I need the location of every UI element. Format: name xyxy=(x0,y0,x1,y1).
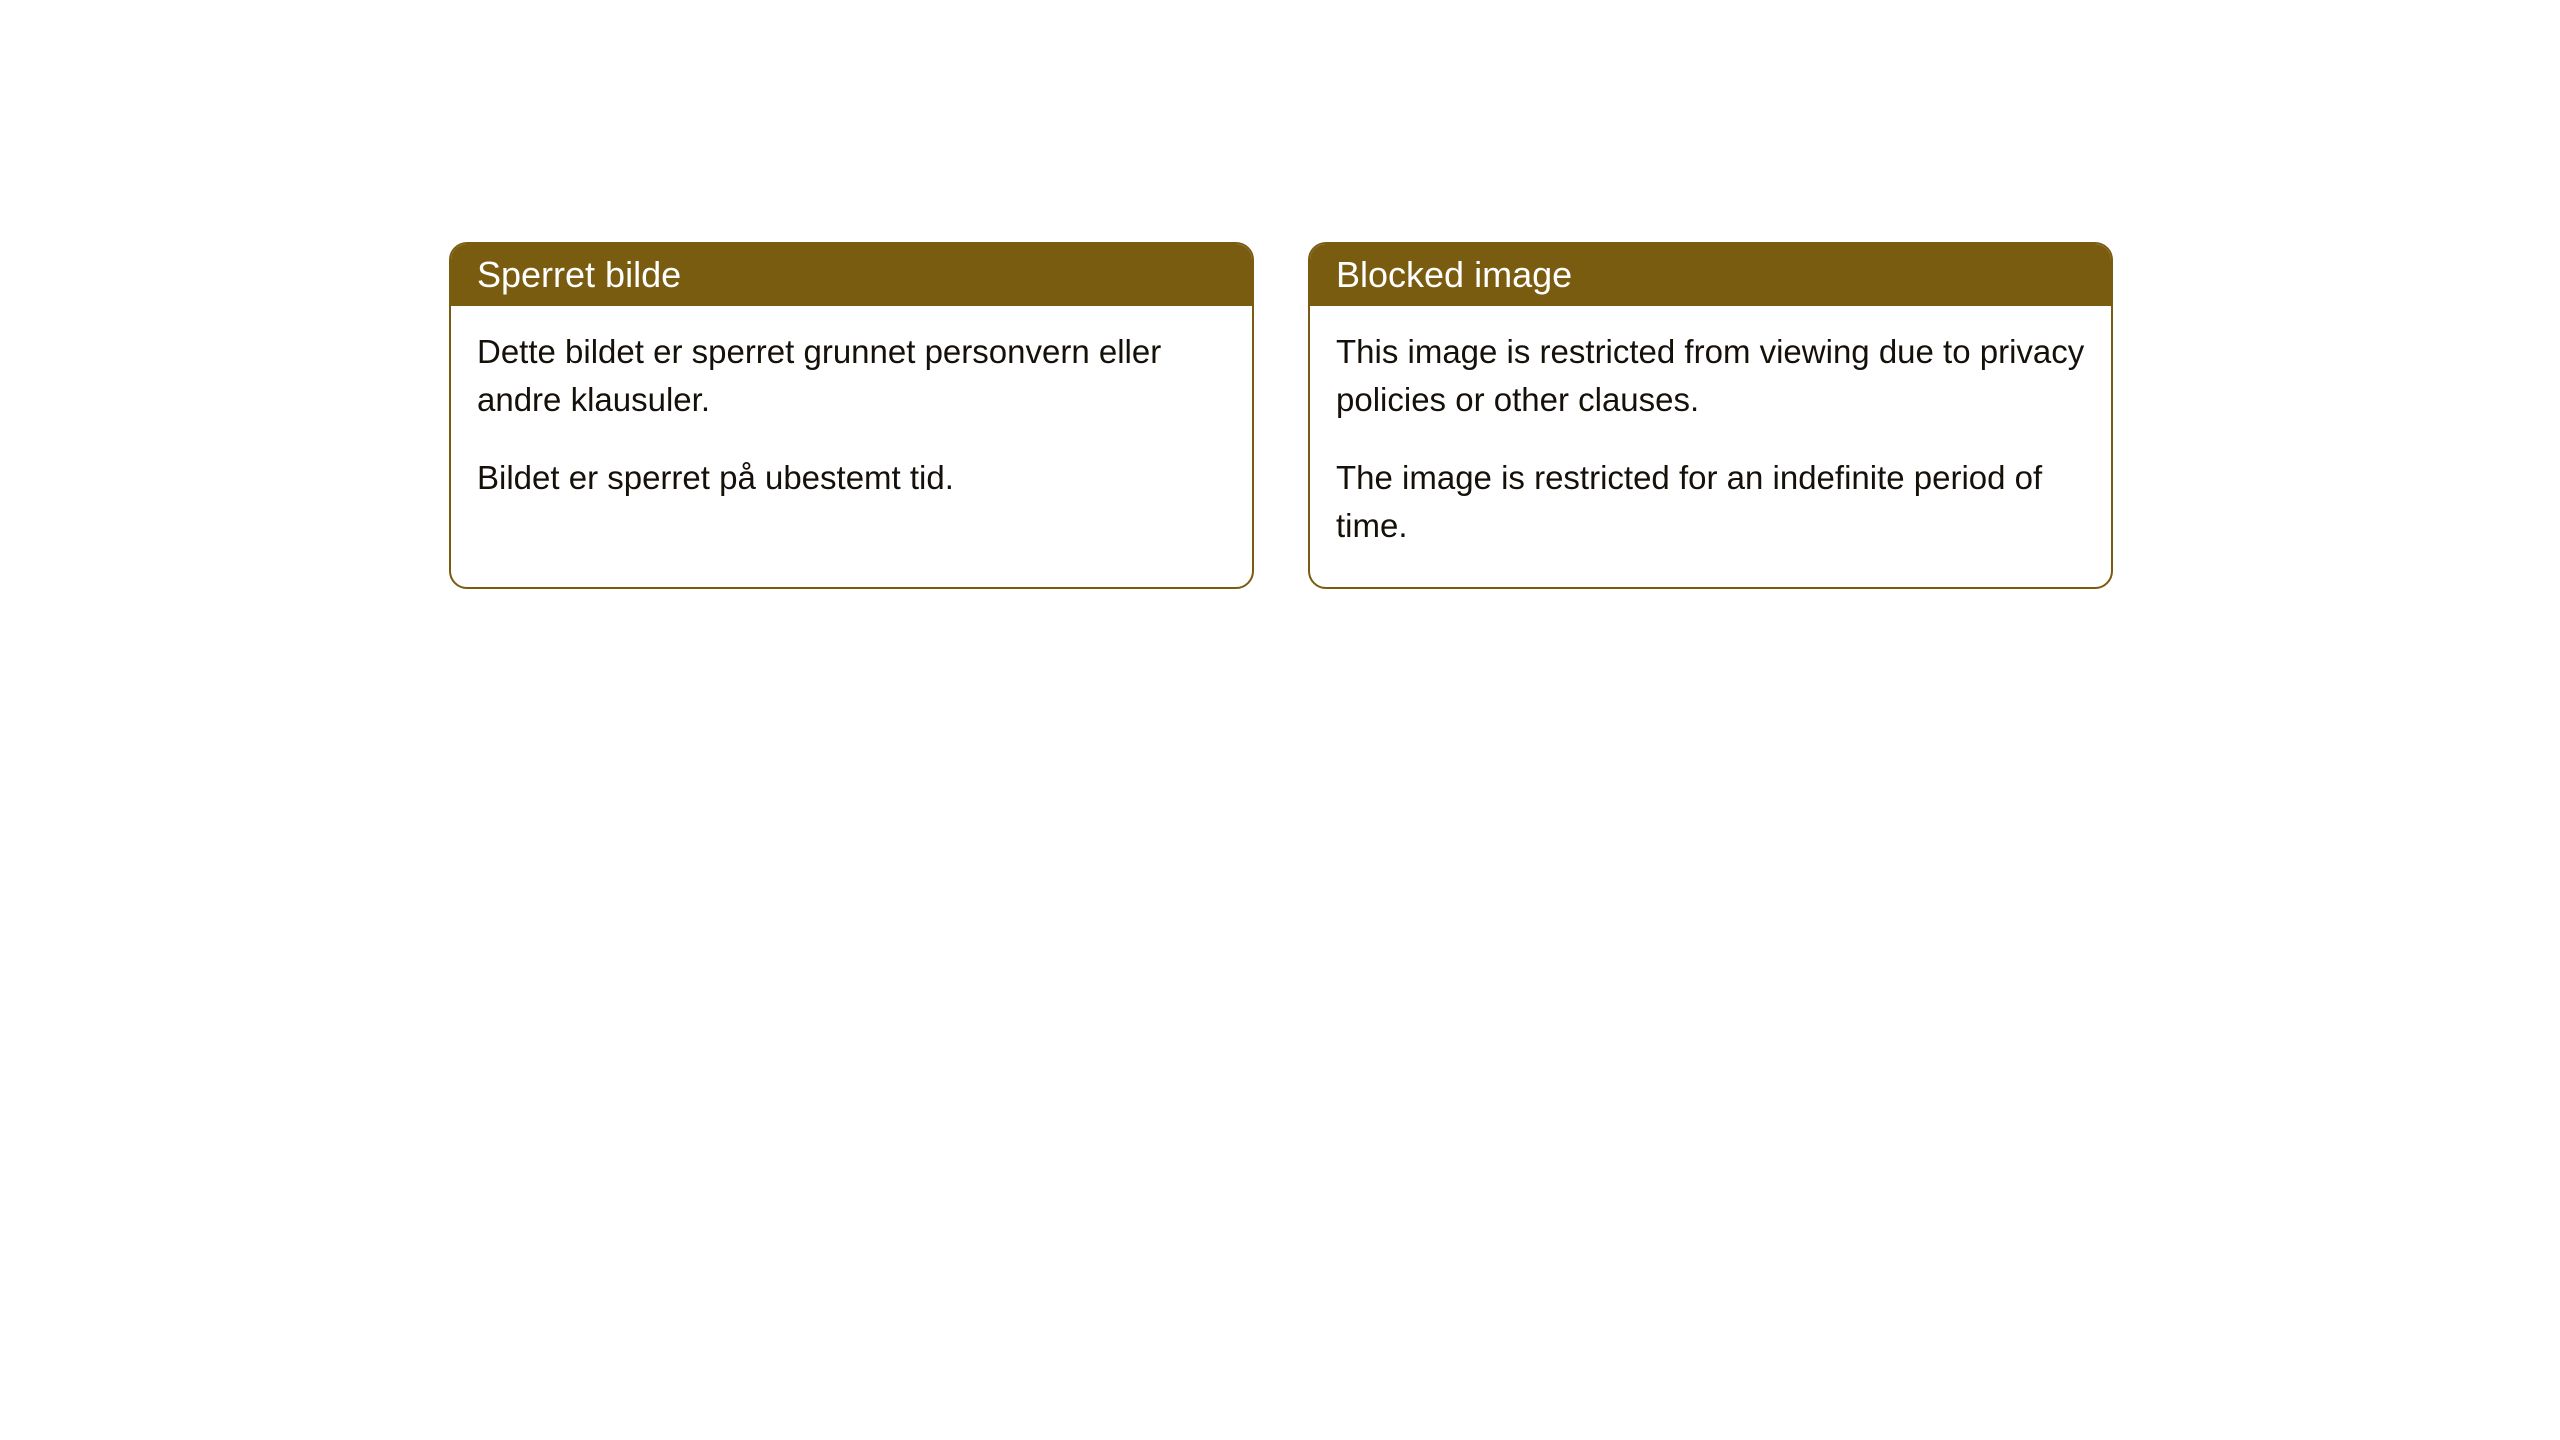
notice-header: Blocked image xyxy=(1310,244,2111,306)
notice-card-english: Blocked image This image is restricted f… xyxy=(1308,242,2113,589)
notice-card-norwegian: Sperret bilde Dette bildet er sperret gr… xyxy=(449,242,1254,589)
notice-title: Sperret bilde xyxy=(477,254,681,295)
notice-paragraph-2: The image is restricted for an indefinit… xyxy=(1336,454,2085,550)
notice-paragraph-1: Dette bildet er sperret grunnet personve… xyxy=(477,328,1226,424)
notice-container: Sperret bilde Dette bildet er sperret gr… xyxy=(449,242,2113,589)
notice-body: Dette bildet er sperret grunnet personve… xyxy=(451,306,1252,540)
notice-paragraph-1: This image is restricted from viewing du… xyxy=(1336,328,2085,424)
notice-header: Sperret bilde xyxy=(451,244,1252,306)
notice-body: This image is restricted from viewing du… xyxy=(1310,306,2111,587)
notice-paragraph-2: Bildet er sperret på ubestemt tid. xyxy=(477,454,1226,502)
notice-title: Blocked image xyxy=(1336,254,1572,295)
